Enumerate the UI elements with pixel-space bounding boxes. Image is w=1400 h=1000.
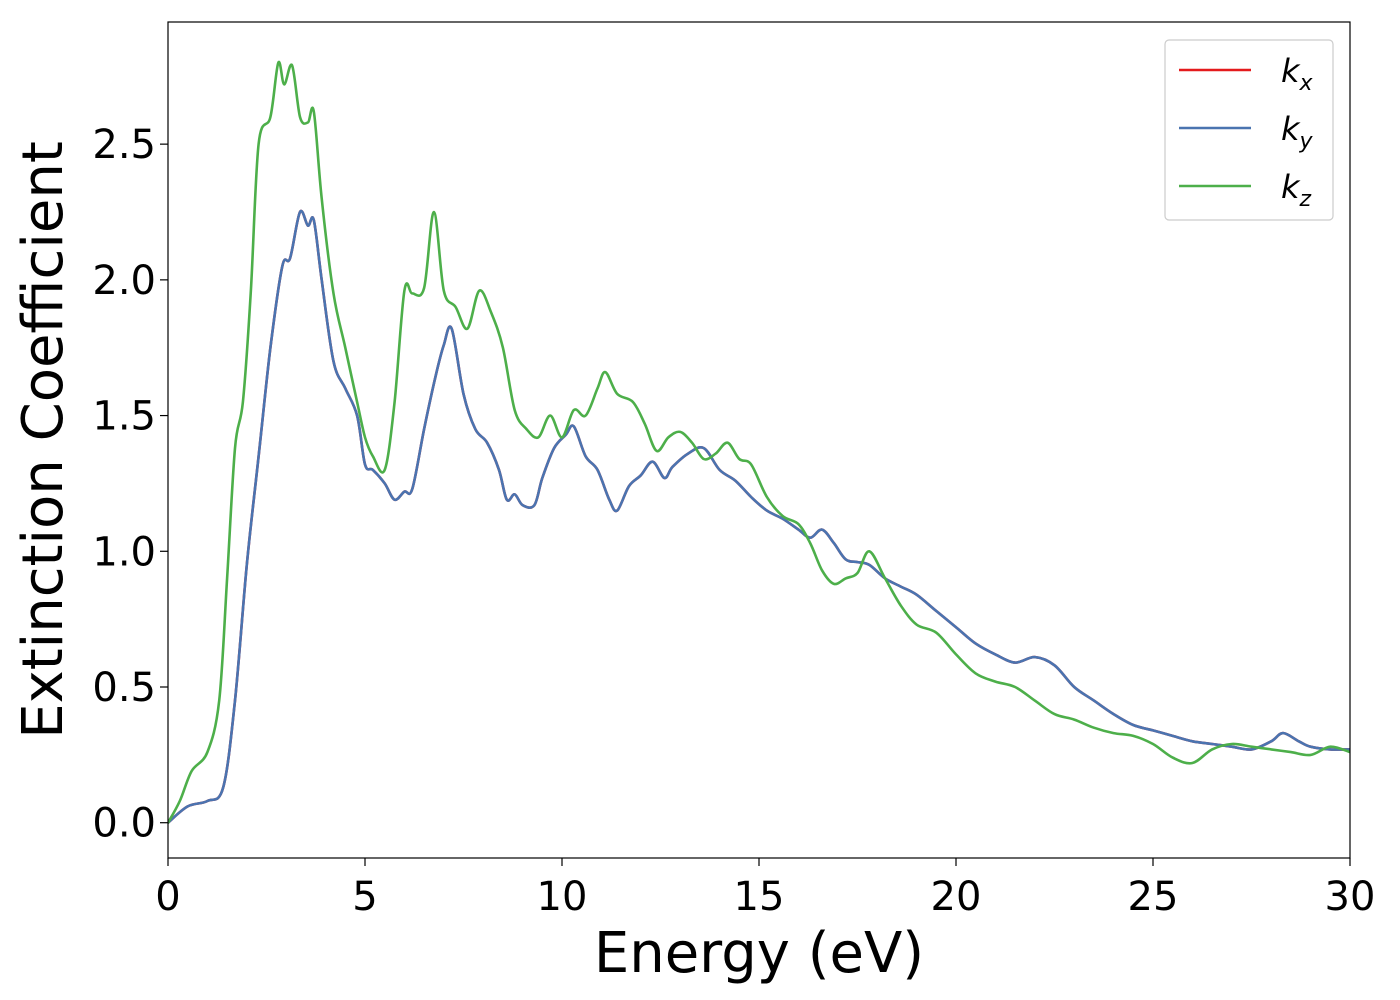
y-axis-title: Extinction Coefficient	[11, 141, 76, 739]
legend: kx ky kz	[1164, 39, 1334, 221]
legend-label-kz: kz	[1281, 168, 1312, 212]
x-tick-label: 10	[537, 874, 588, 920]
x-axis-ticks: 0 5 10 15 20 25 30	[155, 858, 1375, 920]
y-tick-label: 0.5	[92, 665, 156, 711]
legend-box	[1164, 39, 1334, 221]
y-axis-ticks: 0.0 0.5 1.0 1.5 2.0 2.5	[92, 122, 168, 847]
y-tick-label: 0.0	[92, 801, 156, 847]
series-line-ky	[168, 209, 1350, 824]
y-tick-label: 2.0	[92, 258, 156, 304]
y-tick-label: 1.5	[92, 394, 156, 440]
legend-label-ky: ky	[1281, 110, 1314, 154]
x-tick-label: 0	[155, 874, 180, 920]
x-tick-label: 15	[734, 874, 785, 920]
legend-label-kx: kx	[1281, 52, 1314, 96]
series-line-kz	[168, 60, 1350, 824]
y-tick-label: 2.5	[92, 122, 156, 168]
x-tick-label: 30	[1325, 874, 1376, 920]
x-tick-label: 25	[1128, 874, 1179, 920]
x-tick-label: 5	[352, 874, 377, 920]
x-tick-label: 20	[931, 874, 982, 920]
x-axis-title: Energy (eV)	[594, 921, 924, 986]
series-layer	[168, 60, 1350, 824]
y-tick-label: 1.0	[92, 529, 156, 575]
